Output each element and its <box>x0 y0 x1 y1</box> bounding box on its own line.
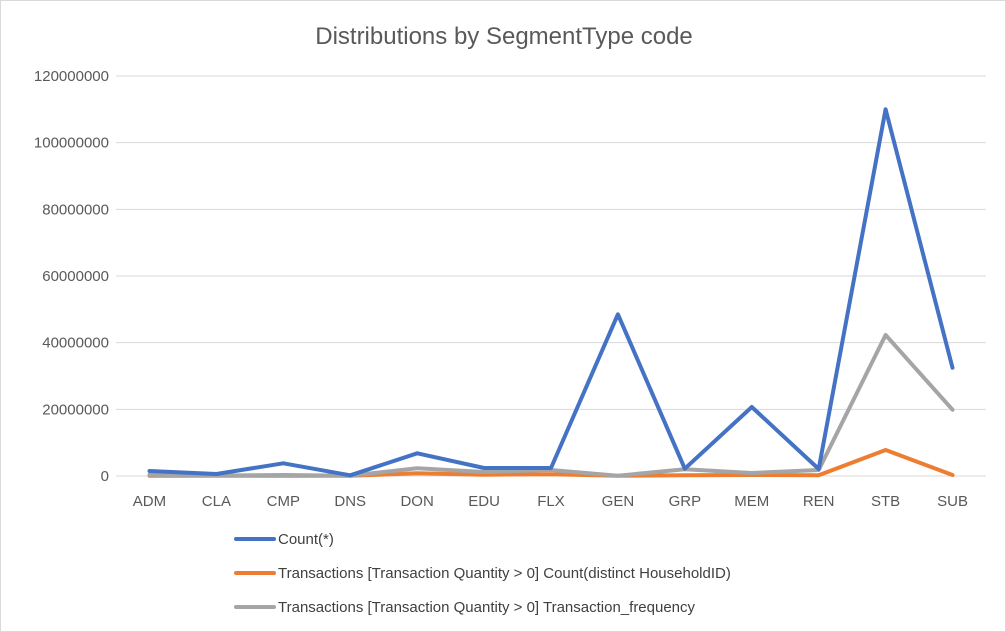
series-lines <box>147 107 955 478</box>
x-tick-label: SUB <box>937 493 968 510</box>
y-tick-label: 100000000 <box>34 135 109 152</box>
y-tick-label: 40000000 <box>42 335 109 352</box>
y-tick-label: 120000000 <box>34 68 109 85</box>
gridlines <box>116 75 986 477</box>
x-tick-label: EDU <box>468 493 500 510</box>
x-tick-label: GRP <box>669 493 702 510</box>
x-tick-label: CLA <box>202 493 231 510</box>
series-line-0 <box>147 107 955 478</box>
y-tick-label: 80000000 <box>42 201 109 218</box>
y-tick-label: 20000000 <box>42 401 109 418</box>
x-tick-label: DNS <box>334 493 366 510</box>
legend-label: Transactions [Transaction Quantity > 0] … <box>278 599 696 616</box>
x-tick-label: MEM <box>734 493 769 510</box>
legend-label: Transactions [Transaction Quantity > 0] … <box>278 565 731 582</box>
x-tick-label: DON <box>400 493 433 510</box>
y-tick-label: 0 <box>101 468 109 485</box>
x-tick-label: GEN <box>602 493 635 510</box>
x-tick-label: ADM <box>133 493 166 510</box>
legend-label: Count(*) <box>278 531 334 548</box>
y-axis-ticks: 0 20000000 40000000 60000000 80000000 1000000… <box>34 68 109 485</box>
x-tick-label: STB <box>871 493 900 510</box>
x-tick-label: REN <box>803 493 835 510</box>
chart-title: Distributions by SegmentType code <box>315 23 693 50</box>
x-tick-label: FLX <box>537 493 565 510</box>
y-tick-label: 60000000 <box>42 268 109 285</box>
x-axis-ticks: ADM CLA CMP DNS DON EDU FLX GEN GRP MEM REN STB SUB <box>133 493 968 510</box>
legend: Count(*) Transactions [Transaction Quanti… <box>234 531 731 616</box>
x-tick-label: CMP <box>267 493 300 510</box>
